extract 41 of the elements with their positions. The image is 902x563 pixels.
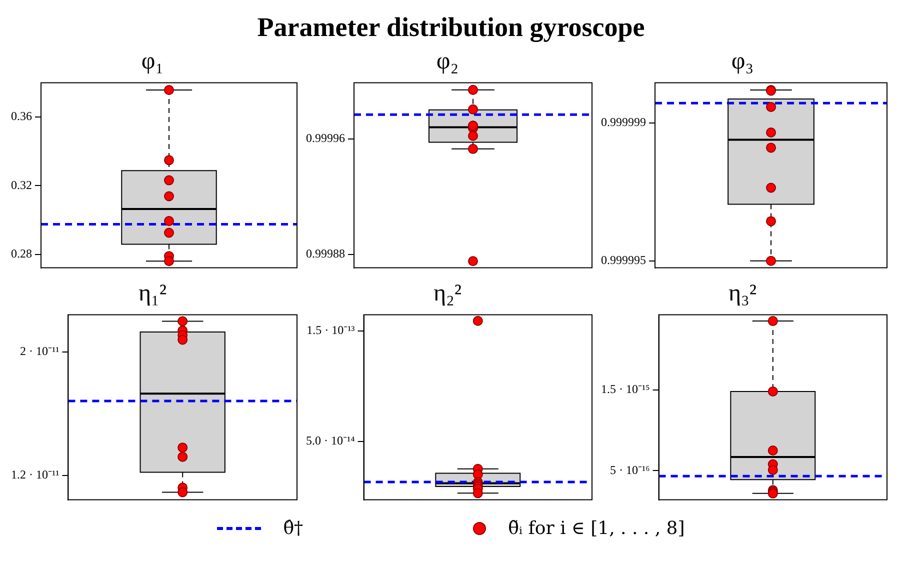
point <box>164 175 174 186</box>
point <box>766 182 776 193</box>
point <box>766 256 776 266</box>
y-tick-label: 0.99988 <box>306 246 345 261</box>
y-tick-label: 0.99996 <box>306 130 345 145</box>
point <box>468 120 478 131</box>
point <box>164 216 174 226</box>
point <box>468 256 478 266</box>
text: Parameter distribution gyroscope <box>256 11 646 44</box>
point <box>164 85 174 96</box>
y-tick-label: 0.32 <box>11 178 32 192</box>
point <box>766 102 776 112</box>
y-tick-label: 5 · 10⁻¹⁶ <box>610 462 650 477</box>
chart-title: φ₃ <box>731 48 754 75</box>
y-tick-label: 2 · 10⁻¹¹ <box>20 344 60 358</box>
point <box>164 228 174 238</box>
legend-label: θ̃ᵢ for i ∈ [1, . . . , 8] <box>508 518 685 539</box>
chart-title: η₁² <box>138 280 167 307</box>
y-tick-label: 1.5 · 10⁻¹³ <box>306 322 356 337</box>
y-tick-label: 0.28 <box>11 246 32 261</box>
y-tick-label: 1.2 · 10⁻¹¹ <box>10 467 60 482</box>
y-tick-label: 1.5 · 10⁻¹⁵ <box>600 382 650 396</box>
point <box>766 216 776 226</box>
y-tick-label: 0.999999 <box>601 114 646 129</box>
point <box>468 84 478 95</box>
y-tick-label: 5.0 · 10⁻¹⁴ <box>306 433 355 448</box>
chart-title: η₂² <box>433 280 462 307</box>
y-tick-label: 0.36 <box>11 109 32 123</box>
legend-label: θ̂† <box>283 518 304 539</box>
point <box>766 142 776 153</box>
point <box>164 155 174 166</box>
chart-title: η₃² <box>728 280 757 307</box>
point <box>468 144 478 154</box>
point <box>468 130 478 141</box>
point <box>766 128 776 138</box>
point <box>164 256 174 266</box>
point <box>164 191 174 202</box>
chart-title: φ₂ <box>436 48 459 75</box>
chart-title: φ₁ <box>141 48 164 75</box>
y-tick-label: 0.999995 <box>601 253 646 268</box>
point <box>468 104 478 114</box>
